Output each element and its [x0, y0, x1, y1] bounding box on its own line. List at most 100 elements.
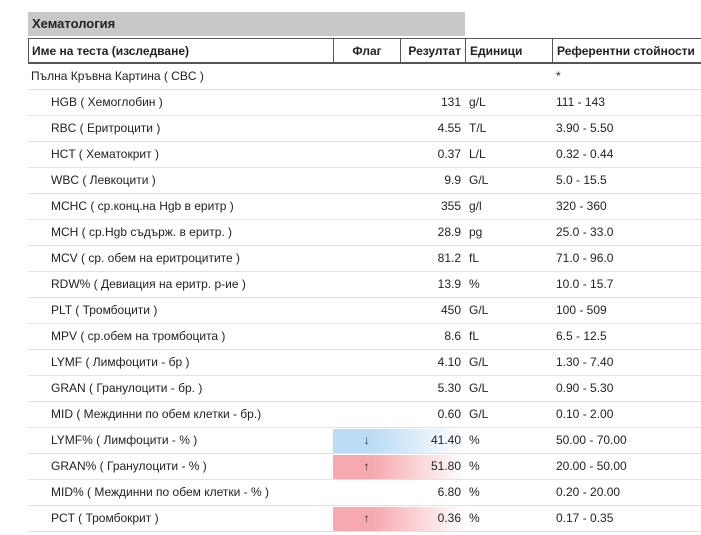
- cell-result: 0.37: [437, 147, 461, 161]
- cell-units: %: [469, 485, 480, 499]
- cell-result: 355: [440, 199, 461, 213]
- cell-name: RBC ( Еритроцити ): [51, 121, 161, 135]
- cell-name: GRAN ( Гранулоцити - бр. ): [51, 381, 203, 395]
- column-header: Единици: [465, 39, 552, 62]
- column-header: Име на теста (изследване): [28, 39, 333, 62]
- cell-name: HCT ( Хематокрит ): [51, 147, 159, 161]
- cell-result: 450: [440, 303, 461, 317]
- cell-result: 6.80: [437, 485, 461, 499]
- cell-name: MCV ( ср. обем на еритроцитите ): [51, 251, 241, 265]
- cell-flag: ↑: [363, 511, 370, 525]
- cell-reference: 0.32 - 0.44: [556, 147, 614, 161]
- cell-reference: 50.00 - 70.00: [556, 433, 627, 447]
- result-row: GRAN% ( Гранулоцити - % ) ↑ 51.80% 20.00 - …: [28, 454, 701, 480]
- cell-reference: 3.90 - 5.50: [556, 121, 614, 135]
- group-row: Пълна Кръвна Картина ( CBC ) *: [28, 64, 701, 90]
- result-row: RBC ( Еритроцити ) 4.55 T/L 3.90 - 5.50: [28, 116, 701, 142]
- cell-units: fL: [469, 329, 480, 343]
- result-row: RDW% ( Девиация на еритр. р-ие ) 13.9% 10.…: [28, 272, 701, 298]
- cell-result: 9.9: [444, 173, 461, 187]
- cell-name: Пълна Кръвна Картина ( CBC ): [31, 69, 204, 83]
- cell-units: L/L: [469, 147, 486, 161]
- cell-result: 8.6: [444, 329, 461, 343]
- cell-reference: 0.10 - 2.00: [556, 407, 614, 421]
- cell-result: 5.30: [437, 381, 461, 395]
- cell-result: 131: [440, 95, 461, 109]
- result-row: MCHC ( ср.конц.на Hgb в еритр ) 355 g/l 320…: [28, 194, 701, 220]
- result-row: MID ( Междинни по обем клетки - бр.) 0.60…: [28, 402, 701, 428]
- cell-reference: 20.00 - 50.00: [556, 459, 627, 473]
- cell-reference: 71.0 - 96.0: [556, 251, 614, 265]
- cell-units: fL: [469, 251, 480, 265]
- cell-units: g/l: [469, 199, 482, 213]
- cell-name: MID ( Междинни по обем клетки - бр.): [51, 407, 262, 421]
- result-row: HGB ( Хемоглобин ) 131 g/L 111 - 143: [28, 90, 701, 116]
- result-row: MCH ( ср.Hgb съдърж. в еритр. ) 28.9 pg 25.…: [28, 220, 701, 246]
- cell-units: %: [469, 511, 480, 525]
- cell-name: LYMF ( Лимфоцити - бр ): [51, 355, 190, 369]
- cell-result: 28.9: [437, 225, 461, 239]
- cell-result: 41.40: [430, 433, 461, 447]
- cell-units: %: [469, 433, 480, 447]
- cell-name: WBC ( Левкоцити ): [51, 173, 156, 187]
- cell-result: 4.10: [437, 355, 461, 369]
- cell-reference: 0.17 - 0.35: [556, 511, 614, 525]
- cell-result: 51.80: [430, 459, 461, 473]
- flag-highlight: [333, 455, 465, 479]
- cell-reference: 6.5 - 12.5: [556, 329, 607, 343]
- cell-name: PCT ( Тромбокрит ): [51, 511, 159, 525]
- cell-name: GRAN% ( Гранулоцити - % ): [51, 459, 207, 473]
- cell-units: T/L: [469, 121, 487, 135]
- cell-result: 0.36: [437, 511, 461, 525]
- result-row: PCT ( Тромбокрит ) ↑ 0.36% 0.17 - 0.35: [28, 506, 701, 532]
- result-row: HCT ( Хематокрит ) 0.37 L/L 0.32 - 0.44: [28, 142, 701, 168]
- cell-name: MCH ( ср.Hgb съдърж. в еритр. ): [51, 225, 233, 239]
- result-row: LYMF% ( Лимфоцити - % ) ↓ 41.40% 50.00 - 70…: [28, 428, 701, 454]
- cell-flag: ↓: [363, 433, 370, 447]
- cell-reference: 1.30 - 7.40: [556, 355, 614, 369]
- cell-result: 81.2: [437, 251, 461, 265]
- cell-units: G/L: [469, 173, 489, 187]
- cell-result: 4.55: [437, 121, 461, 135]
- result-row: WBC ( Левкоцити ) 9.9 G/L 5.0 - 15.5: [28, 168, 701, 194]
- result-row: MPV ( ср.обем на тромбоцита ) 8.6 fL 6.5 - …: [28, 324, 701, 350]
- column-header: Флаг: [333, 39, 400, 62]
- cell-units: G/L: [469, 381, 489, 395]
- cell-units: G/L: [469, 407, 489, 421]
- cell-reference: 5.0 - 15.5: [556, 173, 607, 187]
- cell-name: MID% ( Междинни по обем клетки - % ): [51, 485, 269, 499]
- cell-reference: *: [556, 69, 561, 83]
- cell-reference: 10.0 - 15.7: [556, 277, 614, 291]
- flag-highlight: [333, 429, 465, 453]
- result-row: MID% ( Междинни по обем клетки - % ) 6.80…: [28, 480, 701, 506]
- cell-name: RDW% ( Девиация на еритр. р-ие ): [51, 277, 246, 291]
- cell-units: %: [469, 459, 480, 473]
- cell-name: PLT ( Тромбоцити ): [51, 303, 158, 317]
- cell-result: 0.60: [437, 407, 461, 421]
- section-title: Хематология: [28, 12, 465, 36]
- result-row: PLT ( Тромбоцити ) 450 G/L 100 - 509: [28, 298, 701, 324]
- table-header: Име на теста (изследване) Флаг Резултат Еди…: [28, 38, 701, 64]
- column-header: Референтни стойности: [552, 39, 701, 62]
- cell-units: %: [469, 277, 480, 291]
- cell-reference: 100 - 509: [556, 303, 607, 317]
- column-header: Резултат: [400, 39, 465, 62]
- cell-reference: 0.90 - 5.30: [556, 381, 614, 395]
- cell-reference: 111 - 143: [556, 95, 605, 109]
- cell-units: G/L: [469, 303, 489, 317]
- flag-highlight: [333, 507, 465, 531]
- cell-units: g/L: [469, 95, 486, 109]
- cell-name: MPV ( ср.обем на тромбоцита ): [51, 329, 226, 343]
- cell-units: pg: [469, 225, 483, 239]
- result-row: LYMF ( Лимфоцити - бр ) 4.10 G/L 1.30 - 7.4…: [28, 350, 701, 376]
- cell-result: 13.9: [437, 277, 461, 291]
- cell-name: MCHC ( ср.конц.на Hgb в еритр ): [51, 199, 234, 213]
- cell-units: G/L: [469, 355, 489, 369]
- result-row: GRAN ( Гранулоцити - бр. ) 5.30 G/L 0.90 - …: [28, 376, 701, 402]
- cell-reference: 0.20 - 20.00: [556, 485, 621, 499]
- cell-reference: 25.0 - 33.0: [556, 225, 614, 239]
- result-row: MCV ( ср. обем на еритроцитите ) 81.2 fL 71…: [28, 246, 701, 272]
- cell-name: HGB ( Хемоглобин ): [51, 95, 163, 109]
- cell-flag: ↑: [363, 459, 370, 473]
